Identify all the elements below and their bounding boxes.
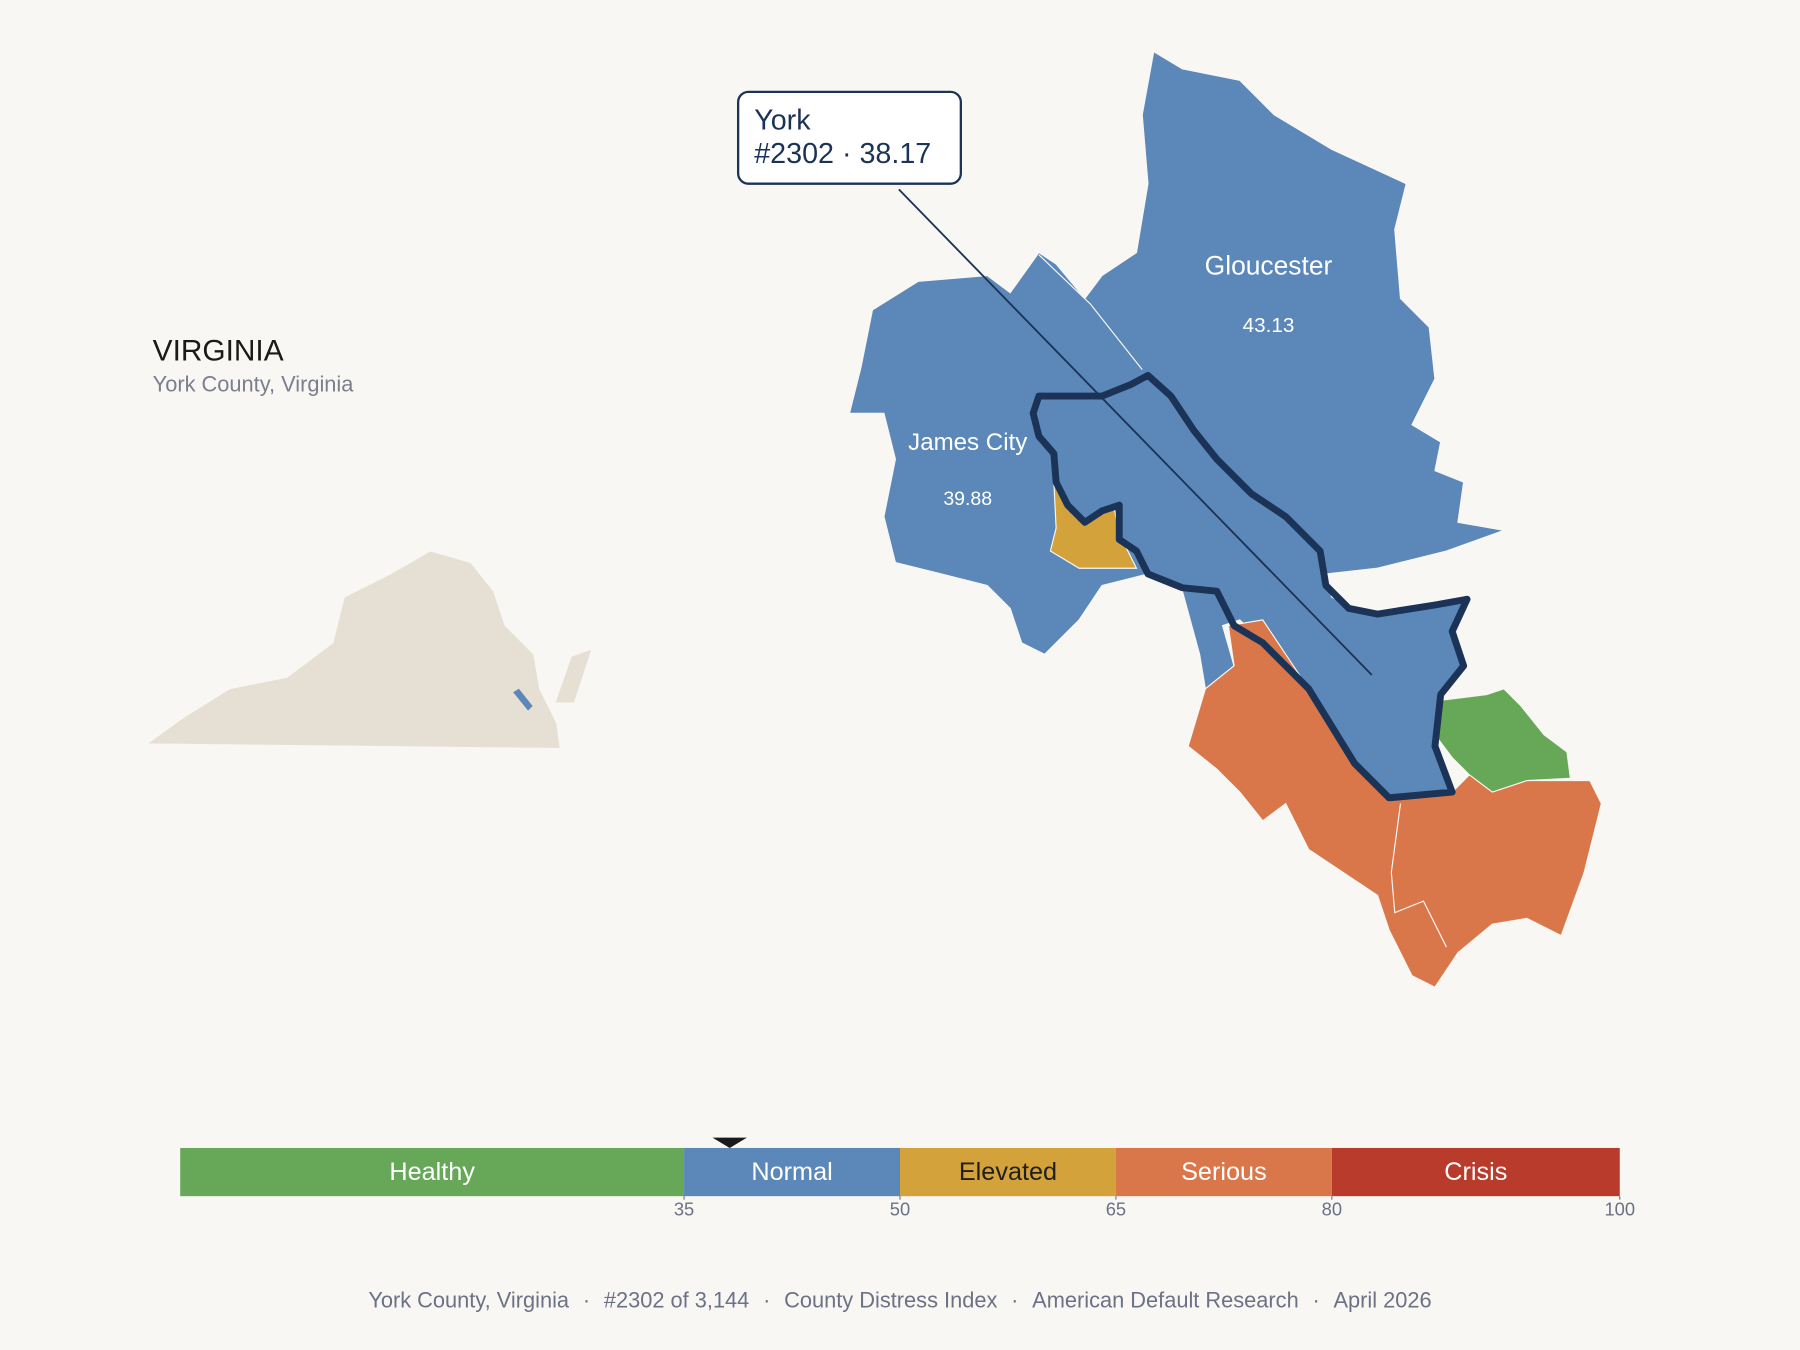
scale-segment [900, 1147, 1116, 1197]
state-highlight [513, 688, 533, 711]
scale-segment-label: Crisis [1444, 1158, 1507, 1186]
scale-tick-label: 100 [1604, 1199, 1635, 1220]
footer-separator: · [583, 1288, 590, 1313]
footer-item: April 2026 [1334, 1288, 1432, 1313]
footer-separator: · [1312, 1288, 1319, 1313]
state-subtitle: York County, Virginia [153, 371, 355, 396]
scale-tick-label: 80 [1322, 1199, 1342, 1220]
county-shape [1434, 688, 1572, 793]
scale-segment-label: Serious [1181, 1158, 1267, 1186]
county-name: James City [908, 429, 1027, 456]
callout-label: #2302 · 38.17 [754, 138, 931, 170]
county-border [1038, 254, 1143, 370]
footer-separator: · [1011, 1288, 1018, 1313]
callout-box [736, 90, 962, 185]
county-value: 39.88 [943, 488, 992, 510]
scale-tick-label: 65 [1106, 1199, 1126, 1220]
callout-leader [898, 188, 1373, 676]
callout-title: York [754, 105, 811, 137]
footer: York County, Virginia · #2302 of 3,144 · Cou… [368, 1288, 1431, 1313]
state-shape [555, 649, 592, 703]
footer-item: #2302 of 3,144 [604, 1288, 749, 1313]
state-shape [145, 550, 561, 749]
scale-tick-label: 35 [674, 1199, 694, 1220]
county-map [848, 50, 1603, 988]
footer-item: County Distress Index [784, 1288, 997, 1313]
scale-segment-label: Normal [751, 1158, 832, 1186]
footer-item: American Default Research [1032, 1288, 1299, 1313]
county-value: 43.13 [1243, 314, 1295, 337]
scale-segment [180, 1147, 685, 1197]
scale-segment-label: Elevated [959, 1158, 1057, 1186]
scale-marker [712, 1137, 747, 1148]
scale-tick-label: 50 [890, 1199, 910, 1220]
state-inset [145, 550, 592, 749]
footer-separator: · [763, 1288, 770, 1313]
selected-county-outline [1029, 371, 1471, 802]
scale-segment [684, 1147, 900, 1197]
state-title: VIRGINIA [153, 334, 284, 367]
distress-scale: Healthy Normal Elevated Serious Crisis 35 50 65… [180, 1137, 1635, 1220]
footer-item: York County, Virginia [368, 1288, 570, 1313]
county-name: Gloucester [1205, 250, 1333, 280]
scale-segment-label: Healthy [389, 1158, 475, 1186]
scale-segment [1331, 1147, 1620, 1197]
county-border [1390, 803, 1447, 948]
scale-segment [1115, 1147, 1332, 1197]
